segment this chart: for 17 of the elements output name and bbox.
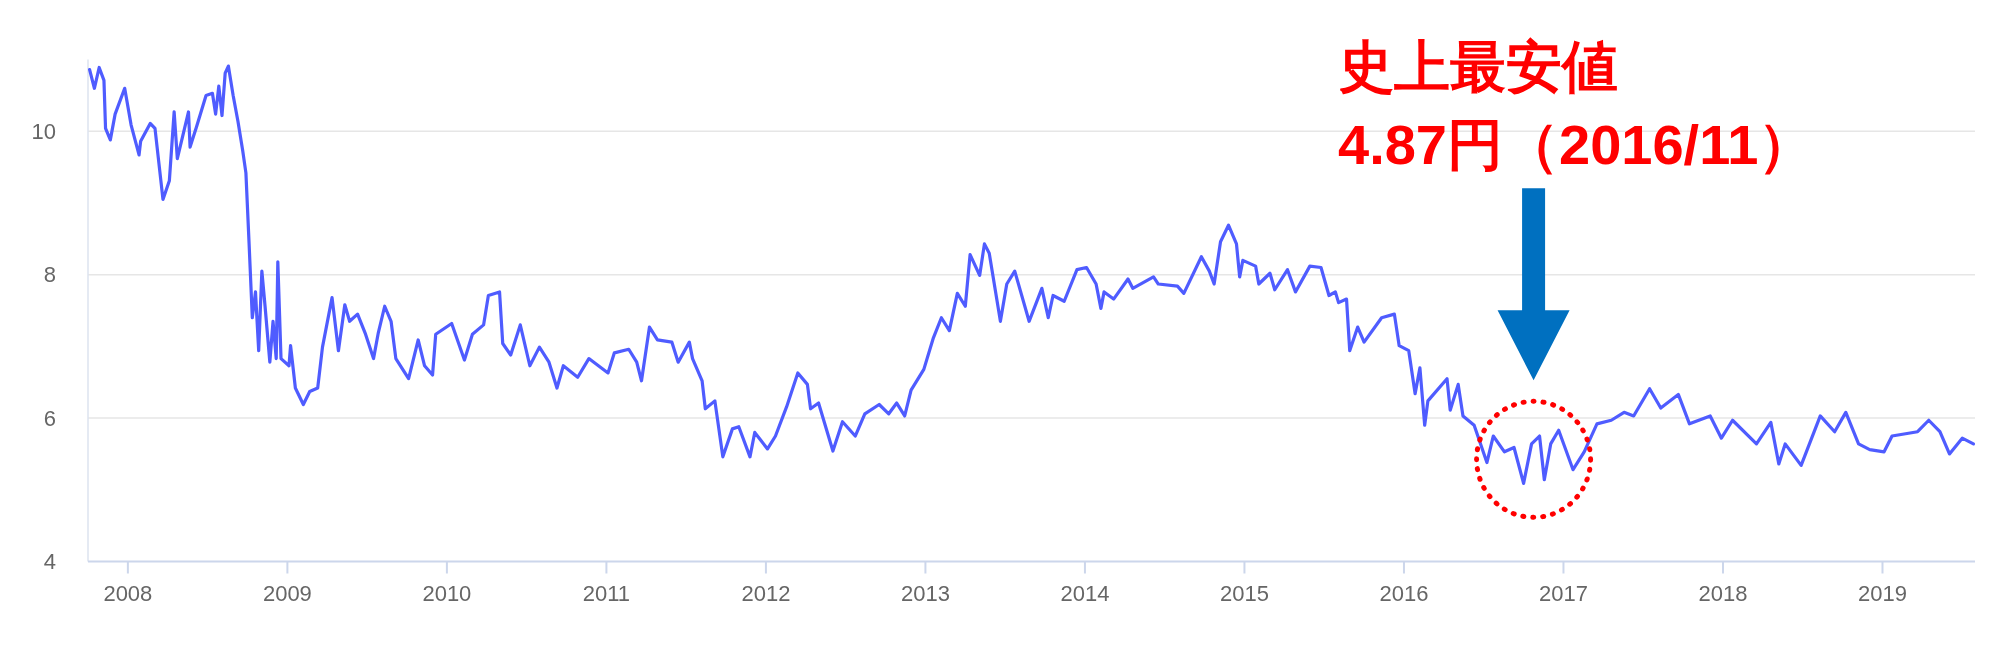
x-tick-label: 2012	[741, 581, 791, 606]
x-tick-label: 2010	[422, 581, 472, 606]
y-tick-label: 8	[43, 262, 56, 288]
x-tick-label: 2013	[900, 581, 950, 606]
x-tick-label: 2009	[262, 581, 312, 606]
x-tick-label: 2014	[1060, 581, 1110, 606]
x-tick-label: 2016	[1379, 581, 1429, 606]
annotation: 史上最安値 4.87円（2016/11）	[1338, 35, 1815, 176]
y-tick-label: 10	[31, 118, 56, 144]
x-tick-label: 2017	[1538, 581, 1588, 606]
x-tick-label: 2015	[1219, 581, 1269, 606]
x-tick-label: 2011	[582, 581, 631, 606]
y-tick-label: 4	[43, 549, 56, 574]
x-tick-label: 2018	[1698, 581, 1748, 606]
x-tick-label: 2008	[103, 581, 153, 606]
y-tick-label: 6	[43, 405, 56, 431]
x-tick-label: 2019	[1858, 581, 1907, 606]
